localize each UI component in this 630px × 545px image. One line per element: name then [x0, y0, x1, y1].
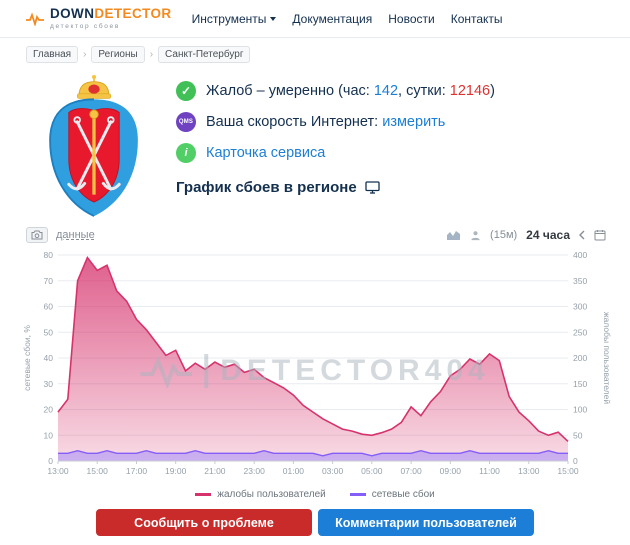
person-icon [471, 230, 480, 240]
data-link[interactable]: данные [56, 229, 95, 241]
top-header: DOWNDETECTOR детектор сбоев Инструменты … [0, 0, 630, 38]
svg-text:23:00: 23:00 [244, 466, 266, 476]
report-problem-button[interactable]: Сообщить о проблеме [96, 509, 312, 536]
svg-text:40: 40 [44, 353, 54, 363]
svg-text:50: 50 [44, 327, 54, 337]
svg-text:80: 80 [44, 250, 54, 260]
svg-text:400: 400 [573, 250, 587, 260]
coat-of-arms [49, 74, 138, 217]
svg-text:05:00: 05:00 [361, 466, 383, 476]
chevron-down-icon [270, 16, 277, 21]
check-icon: ✓ [176, 81, 196, 101]
user-comments-button[interactable]: Комментарии пользователей [318, 509, 534, 536]
svg-text:30: 30 [44, 379, 54, 389]
svg-text:01:00: 01:00 [283, 466, 305, 476]
svg-text:10: 10 [44, 430, 54, 440]
svg-text:13:00: 13:00 [47, 466, 69, 476]
info-icon: i [176, 143, 196, 163]
svg-text:жалобы пользователей: жалобы пользователей [602, 312, 612, 404]
measure-speed-link[interactable]: измерить [382, 114, 446, 130]
svg-text:17:00: 17:00 [126, 466, 148, 476]
chart-toolbar: данные (15м) 24 часа [0, 225, 630, 245]
pulse-icon [26, 11, 44, 26]
svg-text:100: 100 [573, 405, 587, 415]
service-card-link[interactable]: Карточка сервиса [206, 145, 326, 161]
svg-text:сетевые сбои, %: сетевые сбои, % [22, 325, 32, 391]
screenshot-button[interactable] [26, 227, 48, 243]
svg-text:60: 60 [44, 302, 54, 312]
status-column: ✓ Жалоб – умеренно (час: 142, сутки: 121… [176, 73, 495, 221]
nav-item-docs[interactable]: Документация [292, 11, 373, 26]
page-title: График сбоев в регионе [176, 179, 357, 196]
monitor-icon [365, 181, 380, 194]
svg-text:50: 50 [573, 430, 583, 440]
svg-text:0: 0 [48, 456, 53, 466]
svg-text:09:00: 09:00 [440, 466, 462, 476]
svg-text:0: 0 [573, 456, 578, 466]
prev-period-button[interactable] [579, 230, 585, 240]
qms-badge: QMS [176, 112, 196, 132]
svg-text:70: 70 [44, 276, 54, 286]
time-range-selector[interactable]: 24 часа [526, 228, 570, 242]
service-card-row: i Карточка сервиса [176, 143, 495, 163]
svg-text:13:00: 13:00 [518, 466, 540, 476]
day-count: 12146 [449, 83, 491, 99]
chart-legend: жалобы пользователей сетевые сбои [0, 489, 630, 500]
region-info: ✓ Жалоб – умеренно (час: 142, сутки: 121… [0, 63, 630, 221]
svg-text:19:00: 19:00 [165, 466, 187, 476]
interval-label[interactable]: (15м) [490, 229, 518, 241]
legend-network: сетевые сбои [349, 489, 435, 500]
svg-text:11:00: 11:00 [479, 466, 500, 476]
calendar-icon [594, 230, 606, 241]
main-nav: Инструменты Документация Новости Контакт… [192, 12, 503, 26]
breadcrumb: Главная › Регионы › Санкт-Петербург [0, 38, 630, 63]
svg-text:03:00: 03:00 [322, 466, 344, 476]
breadcrumb-home[interactable]: Главная [26, 46, 79, 63]
camera-icon [31, 230, 43, 240]
svg-text:15:00: 15:00 [557, 466, 579, 476]
legend-complaints: жалобы пользователей [195, 489, 326, 500]
outage-chart: 0 10 20 30 40 50 60 70 80 0 50 100 150 200 250 300 350 40… [22, 250, 612, 476]
logo-tagline: детектор сбоев [50, 22, 121, 30]
breadcrumb-separator: › [149, 49, 154, 60]
crown-icon [76, 74, 112, 99]
nav-item-tools[interactable]: Инструменты [192, 12, 277, 26]
svg-text:07:00: 07:00 [400, 466, 422, 476]
breadcrumb-city[interactable]: Санкт-Петербург [158, 46, 251, 63]
logo[interactable]: DOWNDETECTOR детектор сбоев [26, 7, 172, 30]
action-buttons: Сообщить о проблеме Комментарии пользова… [0, 509, 630, 536]
area-chart-icon [447, 231, 461, 240]
chevron-left-icon [579, 230, 585, 240]
breadcrumb-separator: › [83, 49, 87, 60]
complaints-status-row: ✓ Жалоб – умеренно (час: 142, сутки: 121… [176, 81, 495, 101]
area-chart-toggle[interactable] [446, 229, 461, 241]
complaints-status-text: Жалоб – умеренно (час: 142, сутки: 12146… [206, 83, 495, 99]
svg-text:350: 350 [573, 276, 587, 286]
calendar-button[interactable] [594, 229, 606, 241]
svg-text:150: 150 [573, 379, 587, 389]
nav-item-news[interactable]: Новости [388, 11, 435, 26]
breadcrumb-regions[interactable]: Регионы [91, 46, 145, 63]
svg-text:200: 200 [573, 353, 587, 363]
complaints-swatch [195, 493, 212, 496]
svg-text:20: 20 [44, 405, 54, 415]
hour-count: 142 [373, 83, 399, 99]
logo-wordmark: DOWNDETECTOR [50, 6, 172, 22]
chart-section-header: График сбоев в регионе [176, 179, 495, 196]
svg-text:21:00: 21:00 [204, 466, 226, 476]
speed-test-row: QMS Ваша скорость Интернет: измерить [176, 112, 495, 132]
svg-text:250: 250 [573, 327, 587, 337]
svg-text:300: 300 [573, 302, 587, 312]
nav-item-contacts[interactable]: Контакты [450, 11, 503, 26]
network-swatch [349, 493, 366, 496]
chart-block: данные (15м) 24 часа [0, 225, 630, 500]
users-toggle[interactable] [470, 230, 481, 241]
svg-text:15:00: 15:00 [87, 466, 109, 476]
